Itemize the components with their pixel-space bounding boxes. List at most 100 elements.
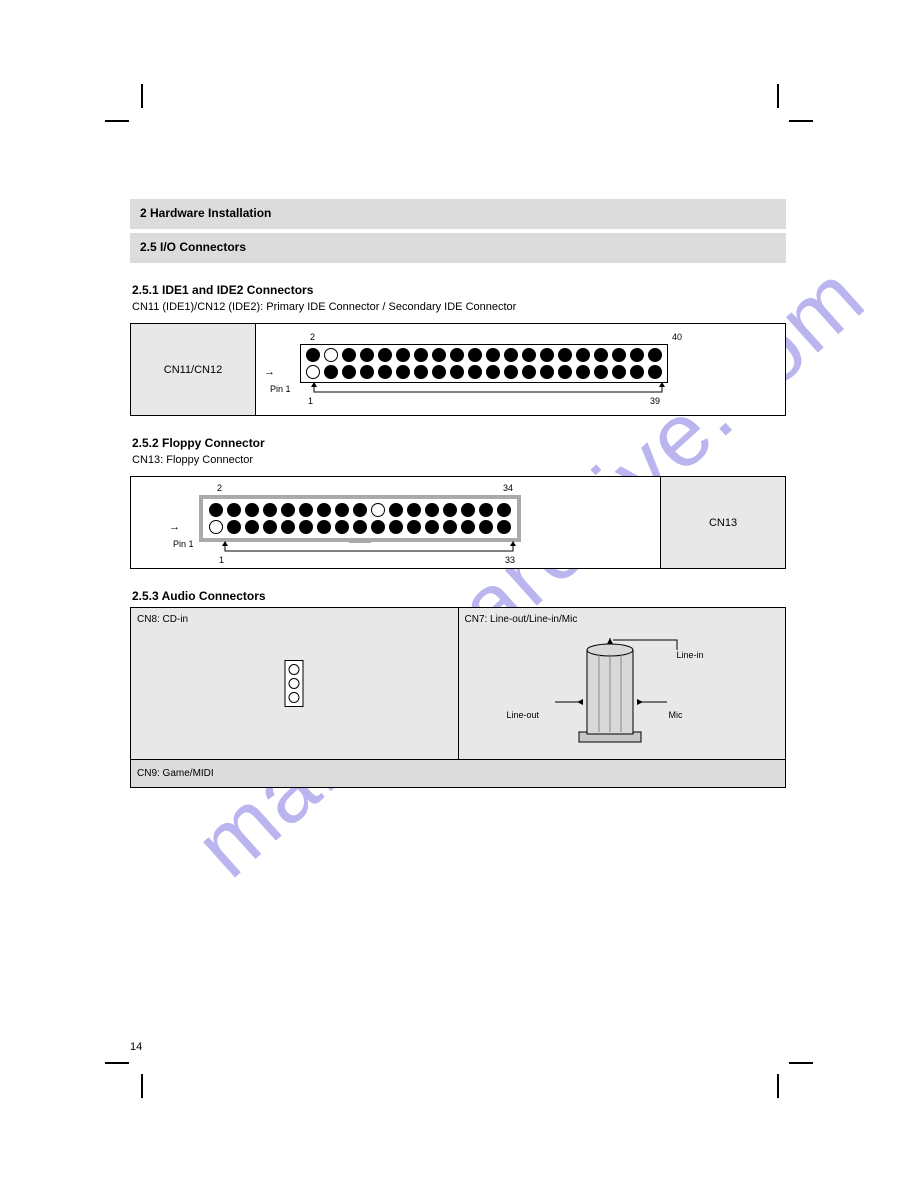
connector-pin (324, 365, 338, 379)
pin-num: 1 (308, 396, 313, 406)
connector-pin (342, 365, 356, 379)
pin1-label: Pin 1 (173, 539, 194, 549)
connector-pin (209, 520, 223, 534)
connector-pin (378, 365, 392, 379)
pin1-arrow: → (169, 521, 180, 533)
pin-num: 2 (310, 332, 315, 342)
connector-pin (245, 503, 259, 517)
connector-pin (353, 503, 367, 517)
connector-pin (353, 520, 367, 534)
connector-pin (443, 520, 457, 534)
mic-label: Mic (669, 710, 683, 720)
section-subheader: 2.5 I/O Connectors (130, 233, 786, 263)
connector-pin (504, 348, 518, 362)
connector-pin (432, 365, 446, 379)
pin1-arrow: → (264, 366, 275, 378)
ide-diagram-cell: 2 40 → Pin 1 (256, 324, 786, 416)
floppy-pin-connector (199, 495, 521, 542)
section-header: 2 Hardware Installation (130, 199, 786, 229)
connector-pin (630, 365, 644, 379)
audio-title: 2.5.3 Audio Connectors (130, 589, 786, 603)
connector-pin (414, 365, 428, 379)
connector-pin (486, 365, 500, 379)
pin-num: 1 (219, 555, 224, 565)
connector-pin (612, 348, 626, 362)
connector-pin (450, 348, 464, 362)
connector-pin (281, 503, 295, 517)
connector-pin (540, 365, 554, 379)
audio-jack-icon: Line-in Line-out Mic (547, 636, 707, 748)
connector-pin (461, 520, 475, 534)
connector-pin (558, 365, 572, 379)
audio-left-cell: CN8: CD-in (131, 608, 459, 760)
connector-pin (263, 520, 277, 534)
ide-label-cell: CN11/CN12 (131, 324, 256, 416)
connector-pin (335, 503, 349, 517)
connector-pin (479, 503, 493, 517)
connector-pin (342, 348, 356, 362)
audio-right-cell: CN7: Line-out/Line-in/Mic (458, 608, 786, 760)
connector-pin (425, 503, 439, 517)
connector-pin (630, 348, 644, 362)
connector-pin (396, 348, 410, 362)
connector-pin (443, 503, 457, 517)
connector-pin (576, 365, 590, 379)
connector-pin (263, 503, 277, 517)
connector-pin (371, 520, 385, 534)
floppy-label-cell: CN13 (661, 477, 786, 569)
connector-pin (648, 348, 662, 362)
connector-pin (504, 365, 518, 379)
pin1-label: Pin 1 (270, 384, 291, 394)
connector-pin (522, 348, 536, 362)
pin-num: 39 (650, 396, 660, 406)
connector-pin (227, 503, 241, 517)
ide-pin-connector (300, 344, 668, 383)
pin-num: 33 (505, 555, 515, 565)
ide-connector-table: CN11/CN12 2 40 → Pin 1 (130, 323, 786, 416)
connector-pin (414, 348, 428, 362)
connector-pin (468, 365, 482, 379)
connector-pin (558, 348, 572, 362)
connector-pin (299, 520, 313, 534)
connector-pin (432, 348, 446, 362)
audio-table: CN8: CD-in CN7: Line-out/Line-in/Mic (130, 607, 786, 760)
connector-pin (299, 503, 313, 517)
connector-pin (227, 520, 241, 534)
connector-pin (306, 365, 320, 379)
ide-title: 2.5.1 IDE1 and IDE2 Connectors (130, 283, 786, 297)
connector-pin (360, 365, 374, 379)
connector-pin (396, 365, 410, 379)
audio-right-label: CN7: Line-out/Line-in/Mic (465, 614, 780, 625)
connector-pin (281, 520, 295, 534)
bracket-icon (308, 382, 688, 402)
connector-pin (468, 348, 482, 362)
connector-pin (612, 365, 626, 379)
connector-pin (245, 520, 259, 534)
audio-footer: CN9: Game/MIDI (130, 760, 786, 788)
floppy-title: 2.5.2 Floppy Connector (130, 436, 786, 450)
audio-left-label: CN8: CD-in (137, 614, 452, 625)
connector-pin (425, 520, 439, 534)
connector-pin (594, 365, 608, 379)
connector-pin (306, 348, 320, 362)
connector-pin (407, 503, 421, 517)
connector-pin (497, 520, 511, 534)
connector-pin (360, 348, 374, 362)
pin-num: 2 (217, 483, 222, 493)
audio-footer-label: CN9: Game/MIDI (131, 760, 786, 788)
connector-pin (486, 348, 500, 362)
floppy-connector-table: 2 34 → Pin 1 (130, 476, 786, 569)
connector-pin (317, 520, 331, 534)
connector-pin (479, 520, 493, 534)
linein-label: Line-in (677, 650, 704, 660)
connector-pin (497, 503, 511, 517)
connector-pin (522, 365, 536, 379)
page-number: 14 (130, 1041, 142, 1053)
cdin-connector-icon (285, 660, 304, 707)
connector-pin (450, 365, 464, 379)
connector-pin (317, 503, 331, 517)
ide-desc: CN11 (IDE1)/CN12 (IDE2): Primary IDE Con… (130, 301, 786, 313)
pin-num: 40 (672, 332, 682, 342)
connector-pin (389, 520, 403, 534)
connector-pin (461, 503, 475, 517)
